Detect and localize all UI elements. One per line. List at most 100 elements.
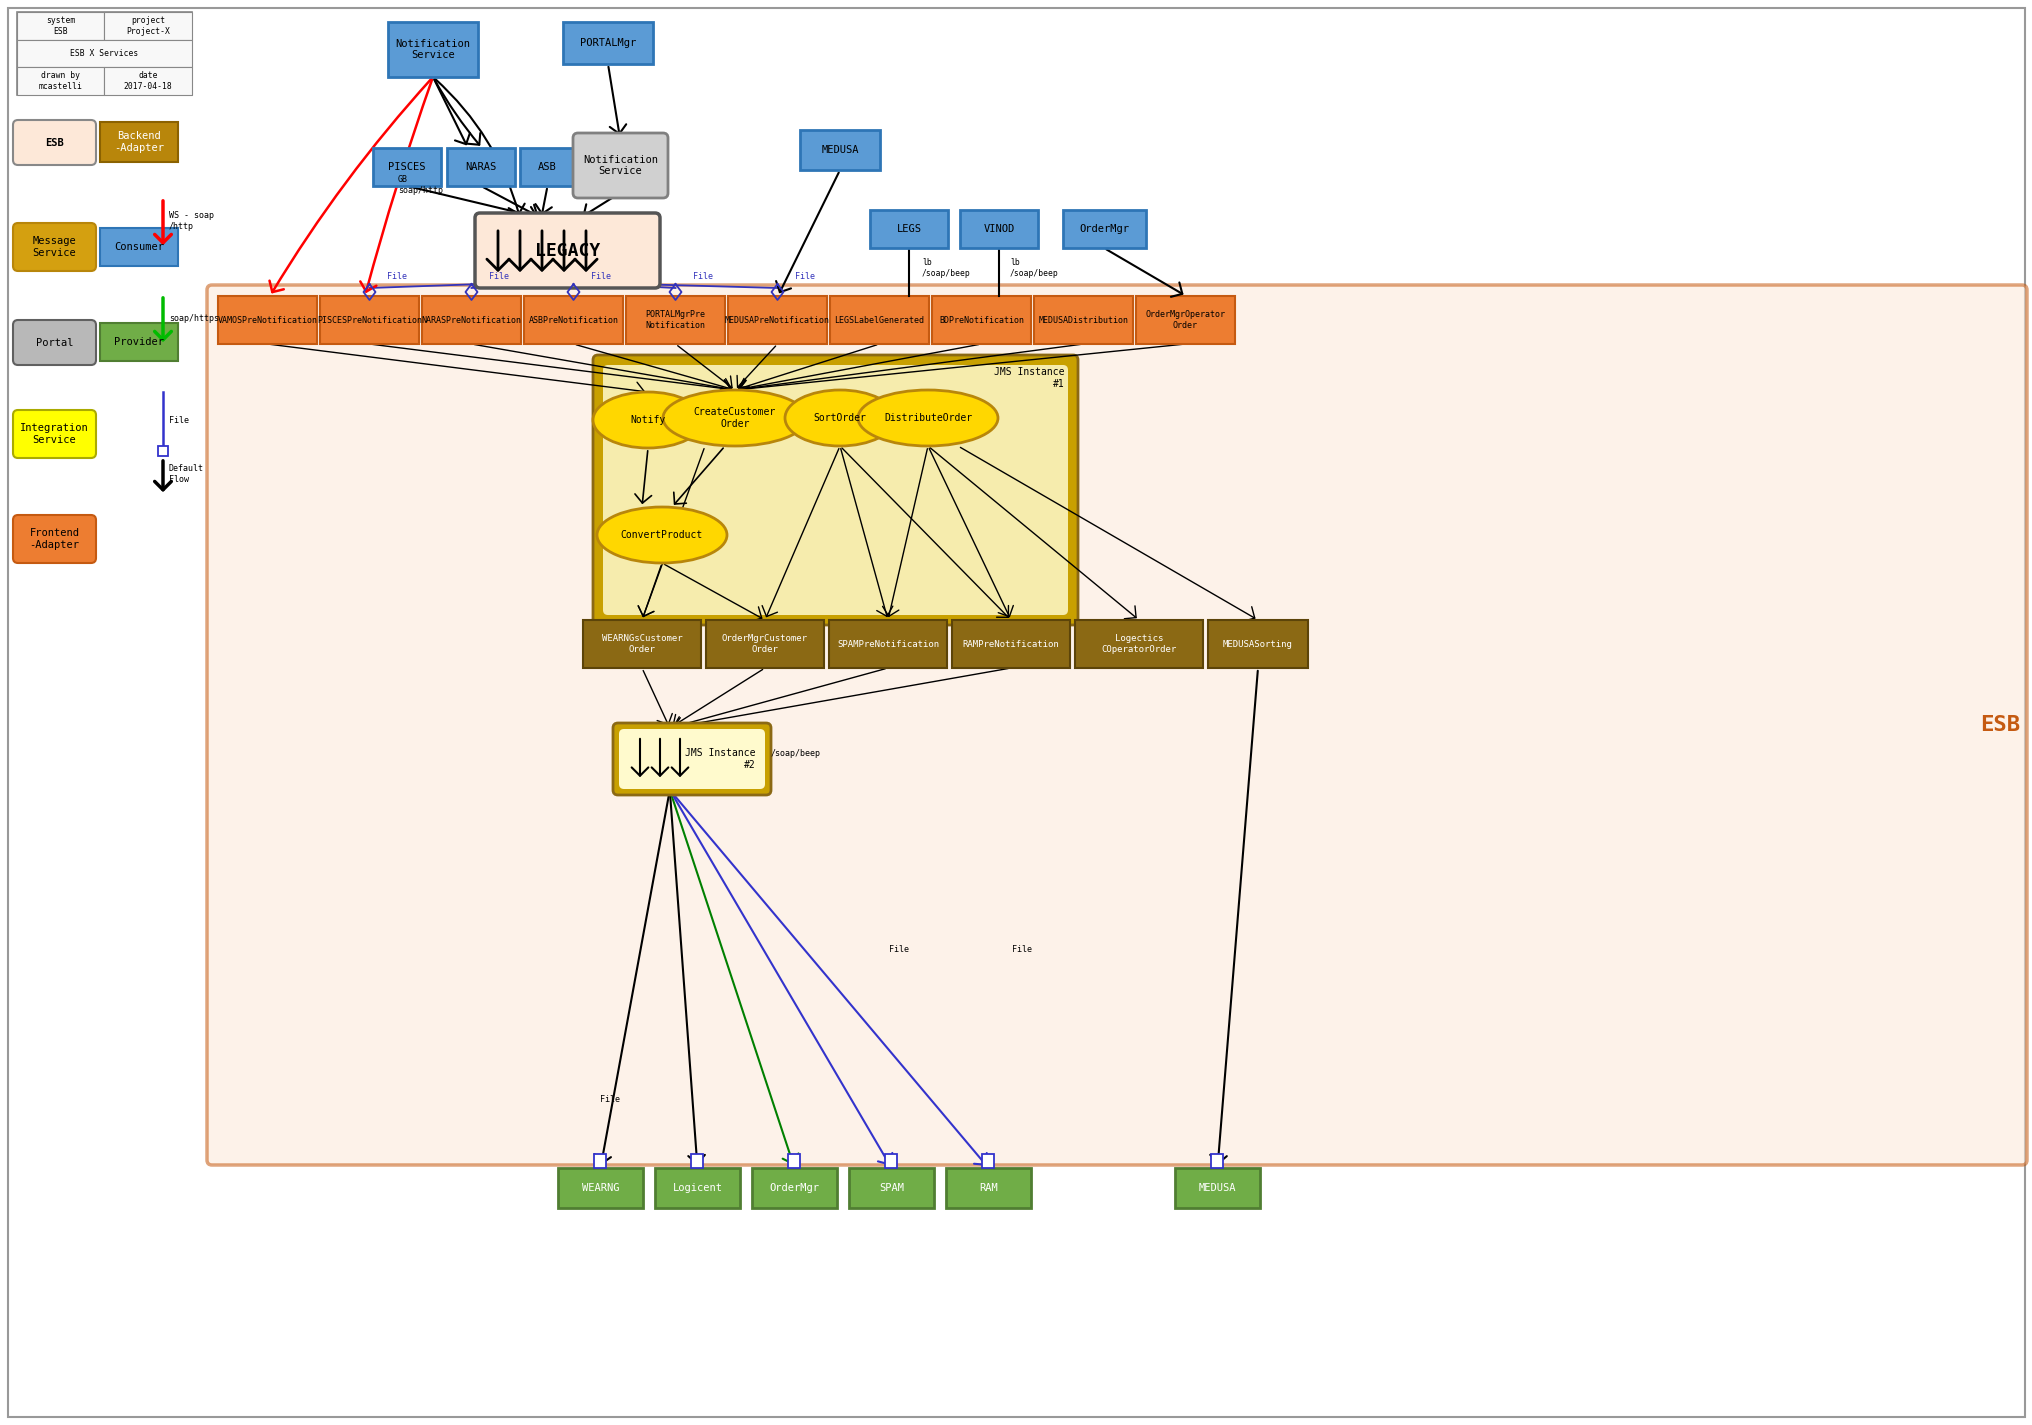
Text: MEDUSA: MEDUSA [1199,1183,1235,1193]
Text: WS - soap
/http: WS - soap /http [169,211,213,231]
Text: ASB: ASB [538,162,557,172]
Text: OrderMgr: OrderMgr [1079,224,1130,234]
FancyBboxPatch shape [583,620,701,668]
Text: RAM: RAM [979,1183,998,1193]
Text: NARAS: NARAS [465,162,496,172]
FancyBboxPatch shape [691,1154,703,1168]
Text: File: File [693,272,713,281]
Text: VINOD: VINOD [983,224,1014,234]
Text: NARASPreNotification: NARASPreNotification [421,315,522,325]
Text: File: File [795,272,815,281]
FancyBboxPatch shape [931,296,1030,343]
Text: lb
/soap/beep: lb /soap/beep [923,258,969,278]
Text: MEDUSASorting: MEDUSASorting [1223,640,1292,648]
Text: date
2017-04-18: date 2017-04-18 [124,71,173,91]
FancyBboxPatch shape [1136,296,1233,343]
FancyBboxPatch shape [520,148,575,187]
Text: project
Project-X: project Project-X [126,16,171,36]
FancyBboxPatch shape [557,1168,642,1208]
FancyBboxPatch shape [1075,620,1203,668]
FancyBboxPatch shape [1174,1168,1260,1208]
Text: ASBPreNotification: ASBPreNotification [528,315,618,325]
FancyBboxPatch shape [12,514,96,563]
Text: SPAMPreNotification: SPAMPreNotification [837,640,939,648]
Text: File: File [888,946,908,955]
Text: JMS Instance
#1: JMS Instance #1 [994,368,1065,389]
Text: Message
Service: Message Service [33,237,77,258]
Ellipse shape [784,390,894,446]
FancyBboxPatch shape [705,620,823,668]
FancyBboxPatch shape [752,1168,837,1208]
FancyBboxPatch shape [654,1168,740,1208]
FancyBboxPatch shape [981,1154,994,1168]
FancyBboxPatch shape [618,730,764,789]
FancyBboxPatch shape [12,120,96,165]
Text: Default
Flow: Default Flow [169,465,203,483]
Text: ESB X Services: ESB X Services [71,48,138,58]
Text: /soap/beep: /soap/beep [770,748,821,758]
Text: Notification
Service: Notification Service [396,38,469,60]
FancyBboxPatch shape [870,209,947,248]
Text: File: File [169,416,189,425]
Text: JMS Instance
#2: JMS Instance #2 [685,748,756,770]
Ellipse shape [662,390,807,446]
FancyBboxPatch shape [593,1154,606,1168]
Text: Frontend
-Adapter: Frontend -Adapter [30,529,79,550]
Text: File: File [1012,946,1032,955]
Ellipse shape [593,392,703,447]
FancyBboxPatch shape [447,148,514,187]
FancyBboxPatch shape [1211,1154,1223,1168]
Text: WEARNGsCustomer
Order: WEARNGsCustomer Order [601,634,683,654]
FancyBboxPatch shape [319,296,419,343]
Text: lb
/soap/beep: lb /soap/beep [1010,258,1059,278]
Text: File: File [591,272,612,281]
FancyBboxPatch shape [158,446,169,456]
Text: SortOrder: SortOrder [813,413,866,423]
FancyBboxPatch shape [16,11,104,40]
FancyBboxPatch shape [886,1154,896,1168]
Text: MEDUSADistribution: MEDUSADistribution [1038,315,1128,325]
FancyBboxPatch shape [614,722,770,795]
FancyBboxPatch shape [945,1168,1030,1208]
Text: File: File [599,1096,620,1104]
Text: OrderMgrCustomer
Order: OrderMgrCustomer Order [721,634,807,654]
Text: ESB: ESB [45,137,63,148]
FancyBboxPatch shape [604,365,1067,616]
Text: VAMOSPreNotification: VAMOSPreNotification [217,315,317,325]
FancyBboxPatch shape [372,148,441,187]
Text: ESB: ESB [1979,715,2020,735]
Text: LEGACY: LEGACY [534,241,599,259]
Text: PORTALMgr: PORTALMgr [579,38,636,48]
FancyBboxPatch shape [12,321,96,365]
FancyBboxPatch shape [104,67,191,95]
Text: RAMPreNotification: RAMPreNotification [961,640,1059,648]
FancyBboxPatch shape [100,228,179,266]
Text: drawn by
mcastelli: drawn by mcastelli [39,71,83,91]
Ellipse shape [858,390,998,446]
FancyBboxPatch shape [12,222,96,271]
Text: File: File [388,272,406,281]
Text: OrderMgr: OrderMgr [770,1183,819,1193]
FancyBboxPatch shape [388,21,478,77]
FancyBboxPatch shape [1063,209,1146,248]
FancyBboxPatch shape [16,67,104,95]
FancyBboxPatch shape [573,133,669,198]
Text: soap/https: soap/https [169,314,219,322]
Text: BDPreNotification: BDPreNotification [939,315,1024,325]
Text: Backend
-Adapter: Backend -Adapter [114,131,165,152]
FancyBboxPatch shape [524,296,622,343]
Text: Notify: Notify [630,415,664,425]
Text: Notification
Service: Notification Service [583,155,658,177]
Text: File: File [490,272,510,281]
Text: Logicent: Logicent [673,1183,721,1193]
Text: CreateCustomer
Order: CreateCustomer Order [693,408,776,429]
FancyBboxPatch shape [849,1168,933,1208]
Text: MEDUSAPreNotification: MEDUSAPreNotification [725,315,829,325]
FancyBboxPatch shape [217,296,317,343]
FancyBboxPatch shape [788,1154,801,1168]
FancyBboxPatch shape [829,296,929,343]
Text: Logectics
COperatorOrder: Logectics COperatorOrder [1101,634,1177,654]
FancyBboxPatch shape [1034,296,1132,343]
Text: SPAM: SPAM [878,1183,904,1193]
Text: PORTALMgrPre
Notification: PORTALMgrPre Notification [646,311,705,329]
